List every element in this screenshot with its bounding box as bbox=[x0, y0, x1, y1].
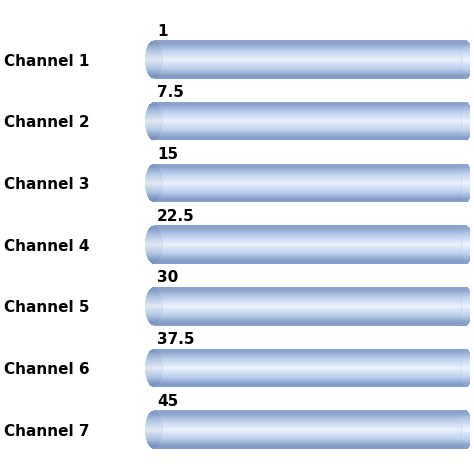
Text: 30: 30 bbox=[157, 270, 178, 285]
Ellipse shape bbox=[462, 410, 472, 449]
Ellipse shape bbox=[462, 349, 472, 387]
Ellipse shape bbox=[462, 41, 472, 79]
Ellipse shape bbox=[462, 164, 472, 202]
Text: 22.5: 22.5 bbox=[157, 209, 195, 224]
Text: 37.5: 37.5 bbox=[157, 332, 194, 347]
Text: 7.5: 7.5 bbox=[157, 85, 184, 100]
Ellipse shape bbox=[145, 102, 163, 140]
Ellipse shape bbox=[462, 287, 472, 326]
Ellipse shape bbox=[145, 349, 163, 387]
Text: 1: 1 bbox=[157, 24, 167, 39]
Text: 15: 15 bbox=[157, 147, 178, 162]
Ellipse shape bbox=[145, 164, 163, 202]
Ellipse shape bbox=[462, 102, 472, 140]
Ellipse shape bbox=[462, 226, 472, 264]
Ellipse shape bbox=[145, 410, 163, 449]
Ellipse shape bbox=[145, 41, 163, 79]
Ellipse shape bbox=[145, 287, 163, 326]
Text: 45: 45 bbox=[157, 394, 178, 409]
Ellipse shape bbox=[145, 226, 163, 264]
